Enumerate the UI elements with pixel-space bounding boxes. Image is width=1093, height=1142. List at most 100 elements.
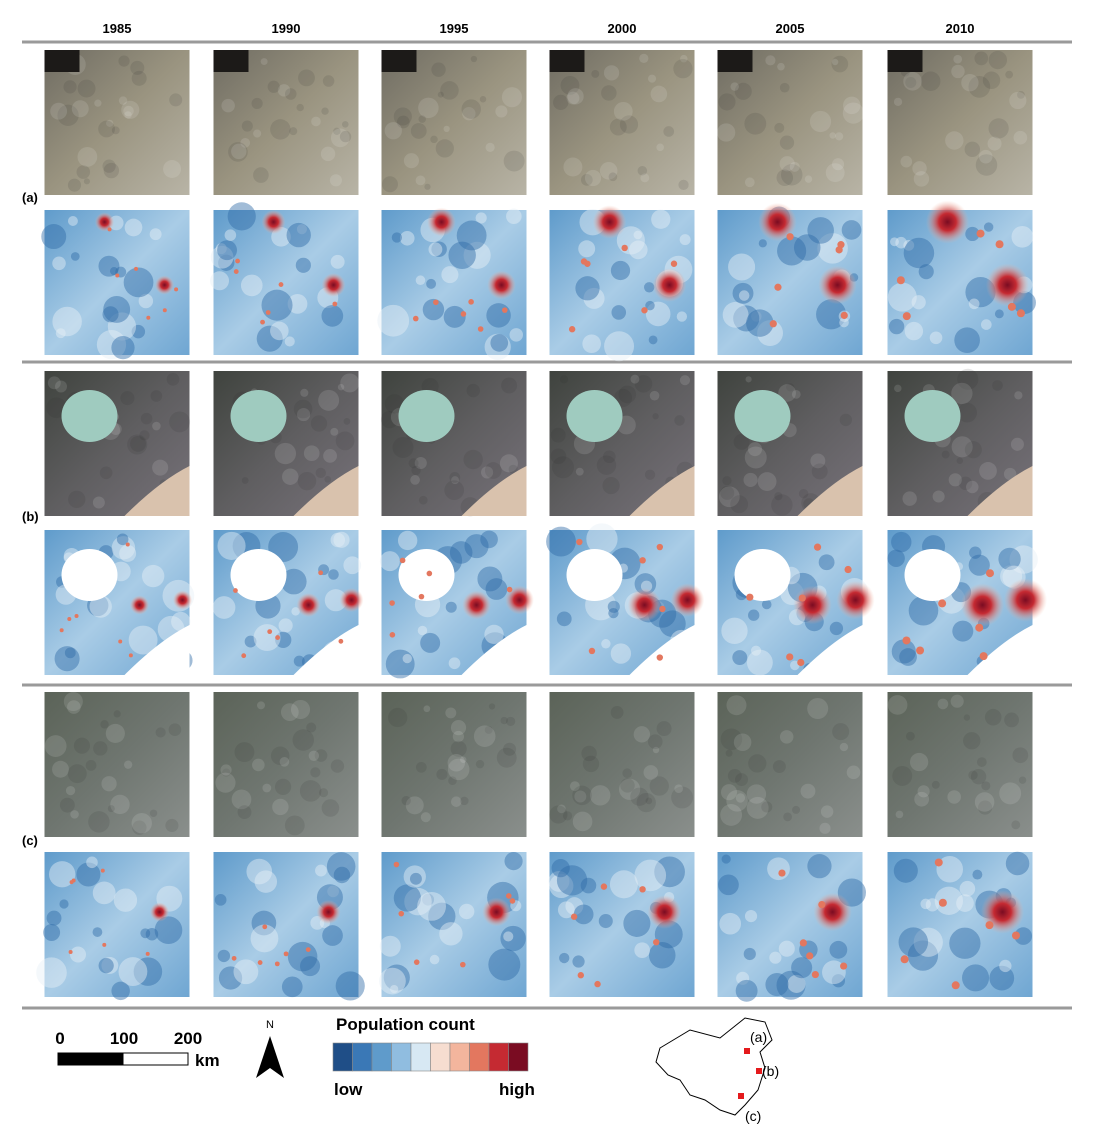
texture: [914, 791, 930, 807]
texture: [911, 295, 926, 310]
urban-hotspot: [296, 593, 321, 617]
texture: [485, 578, 508, 600]
texture: [284, 88, 297, 100]
texture: [895, 236, 907, 249]
texture: [272, 798, 289, 816]
texture: [228, 142, 248, 162]
texture: [674, 415, 685, 426]
texture: [961, 74, 979, 92]
texture: [330, 427, 339, 436]
texture: [952, 620, 974, 642]
texture: [903, 239, 915, 251]
texture: [55, 328, 66, 339]
texture: [550, 448, 567, 465]
texture: [765, 55, 776, 66]
texture: [654, 856, 685, 888]
urban-hotspot: [487, 270, 516, 300]
urban-hotspot: [482, 897, 511, 927]
texture: [76, 862, 101, 887]
texture: [891, 531, 912, 553]
texture: [212, 596, 236, 619]
texture: [1009, 545, 1038, 574]
texture: [415, 275, 426, 286]
legend-swatch: [488, 1042, 509, 1072]
texture: [726, 790, 748, 812]
texture: [298, 69, 315, 87]
texture: [748, 754, 767, 773]
texture: [435, 139, 454, 158]
row-label: (c): [22, 833, 38, 848]
texture: [746, 796, 769, 819]
texture: [488, 703, 496, 710]
texture: [790, 660, 800, 671]
town: [501, 307, 508, 313]
texture: [758, 239, 767, 248]
town: [951, 981, 960, 990]
texture: [106, 119, 114, 127]
texture: [645, 797, 653, 805]
texture: [274, 442, 297, 465]
town: [902, 636, 911, 645]
town: [594, 980, 601, 988]
texture: [443, 305, 466, 328]
texture: [48, 861, 76, 888]
texture: [508, 464, 518, 474]
texture: [994, 309, 1004, 319]
texture: [822, 960, 846, 985]
inset-label: (a): [750, 1029, 767, 1045]
texture: [59, 797, 75, 813]
texture: [649, 776, 669, 796]
texture: [913, 927, 943, 957]
texture: [111, 981, 130, 1001]
texture: [168, 723, 182, 737]
texture: [116, 533, 129, 546]
texture: [1010, 437, 1024, 451]
texture: [736, 971, 750, 985]
lake-mask: [61, 549, 118, 601]
texture: [573, 904, 594, 925]
texture: [319, 788, 329, 798]
texture: [210, 271, 230, 291]
texture: [287, 294, 308, 314]
town: [260, 319, 265, 325]
texture: [267, 80, 280, 93]
town: [468, 299, 474, 305]
texture: [399, 230, 415, 246]
town: [979, 652, 988, 661]
texture: [480, 530, 498, 549]
town: [283, 951, 289, 957]
texture: [451, 476, 460, 485]
texture: [557, 804, 566, 814]
texture: [781, 163, 803, 186]
texture: [645, 301, 671, 327]
texture: [774, 122, 785, 133]
dark-corner: [717, 50, 753, 72]
town: [393, 861, 400, 868]
texture: [333, 531, 350, 548]
texture: [599, 161, 618, 180]
texture: [902, 491, 917, 506]
texture: [217, 949, 231, 963]
town: [399, 557, 406, 564]
texture: [306, 722, 317, 733]
texture: [733, 305, 760, 332]
texture: [776, 970, 806, 1000]
texture: [289, 127, 298, 136]
texture: [791, 957, 813, 979]
texture: [730, 495, 749, 514]
estuary: [629, 466, 695, 516]
texture: [937, 698, 949, 710]
texture: [241, 477, 249, 484]
town: [241, 653, 247, 659]
texture: [503, 150, 525, 172]
texture: [651, 209, 671, 229]
texture: [738, 290, 750, 301]
town: [426, 570, 433, 577]
texture: [414, 456, 427, 470]
satellite-image: [44, 692, 190, 837]
texture: [445, 707, 457, 719]
texture: [234, 742, 255, 762]
texture: [77, 147, 98, 167]
texture: [253, 129, 262, 138]
town: [128, 653, 133, 658]
